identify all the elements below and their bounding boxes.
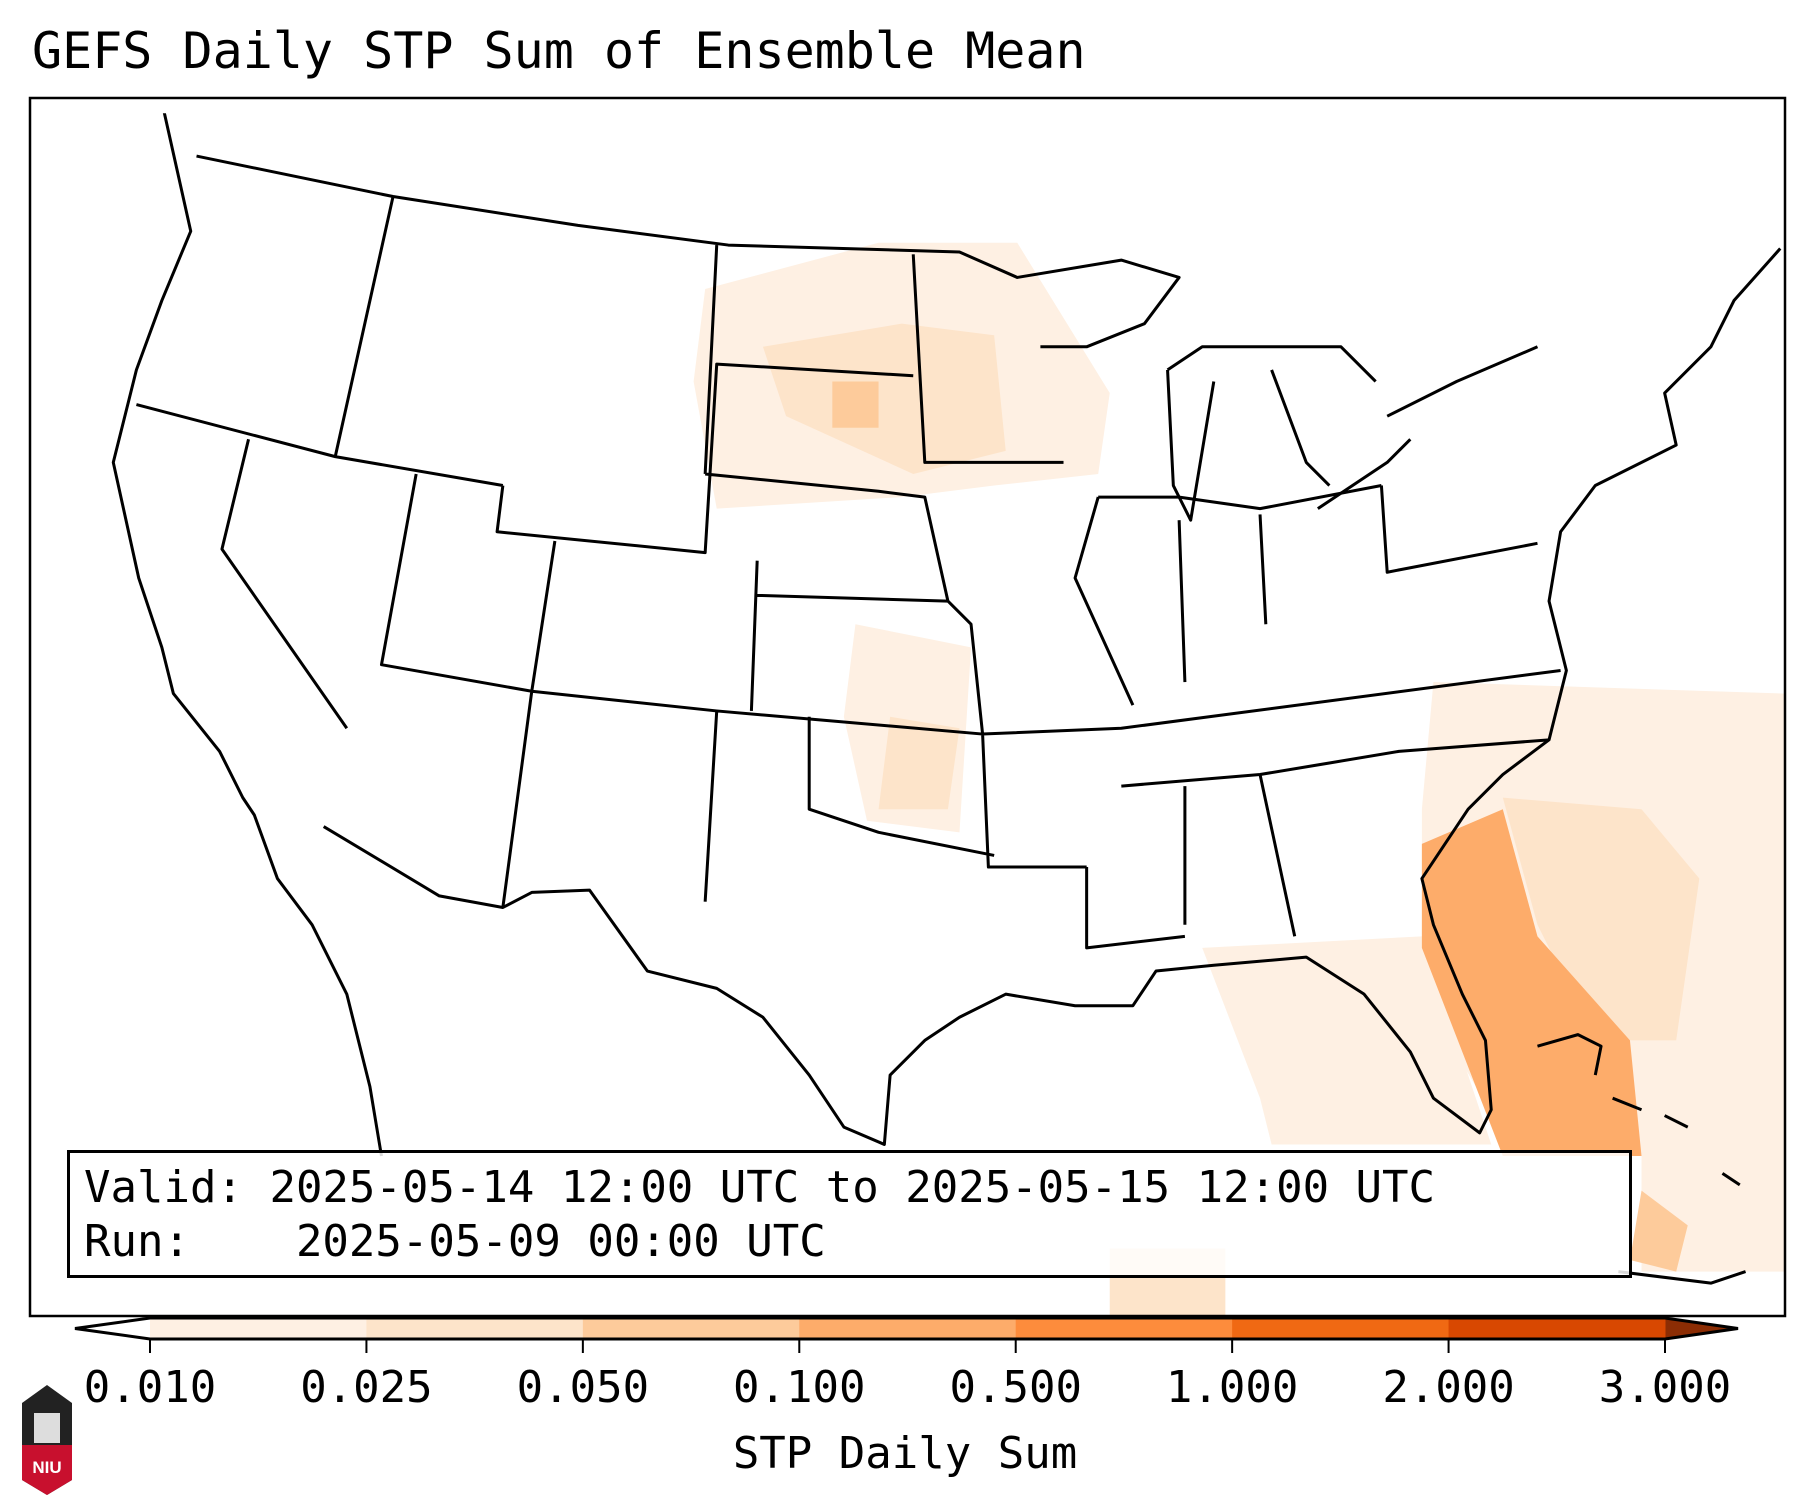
colorbar-tick-label: 0.010	[83, 1362, 217, 1413]
colorbar-over-arrow	[1665, 1318, 1738, 1339]
colorbar-segment	[366, 1318, 584, 1339]
state-borders	[136, 196, 1561, 950]
valid-run-legend: Valid: 2025-05-14 12:00 UTC to 2025-05-1…	[67, 1150, 1632, 1278]
colorbar-segment	[1448, 1318, 1666, 1339]
colorbar-under-arrow	[75, 1318, 150, 1339]
colorbar-tick-label: 2.000	[1382, 1362, 1515, 1413]
colorbar-tick-label: 3.000	[1598, 1362, 1732, 1413]
niu-logo: NIU	[22, 1385, 72, 1495]
great-lakes	[1166, 345, 1539, 522]
colorbar-tick-label: 0.100	[733, 1362, 866, 1413]
colorbar-tick-label: 0.500	[949, 1362, 1082, 1413]
map-area	[111, 113, 1785, 1318]
coastlines-and-borders	[111, 113, 1782, 1285]
valid-label: Valid:	[84, 1162, 243, 1213]
colorbar-tick-label: 0.050	[516, 1362, 650, 1413]
colorbar-tick-label: 0.025	[300, 1362, 433, 1413]
map-frame	[28, 96, 1787, 1318]
map-title: GEFS Daily STP Sum of Ensemble Mean	[32, 22, 1086, 80]
colorbar-segment	[150, 1318, 367, 1339]
us-coastline	[111, 113, 1782, 1157]
colorbar-segment	[799, 1318, 1017, 1339]
colorbar-segment	[1232, 1318, 1450, 1339]
run-label: Run:	[84, 1216, 190, 1267]
colorbar-tick-label: 1.000	[1165, 1362, 1299, 1413]
colorbar-label: STP Daily Sum	[732, 1428, 1078, 1479]
stp-shading	[693, 242, 1785, 1318]
us-canada-border	[196, 154, 1181, 349]
valid-value: 2025-05-14 12:00 UTC to 2025-05-15 12:00…	[269, 1162, 1436, 1213]
run-value: 2025-05-09 00:00 UTC	[295, 1216, 826, 1267]
logo-text: NIU	[32, 1458, 61, 1477]
colorbar-segment	[1015, 1318, 1233, 1339]
colorbar	[74, 1316, 1739, 1353]
colorbar-segment	[582, 1318, 800, 1339]
caribbean-islands	[1537, 1033, 1747, 1285]
